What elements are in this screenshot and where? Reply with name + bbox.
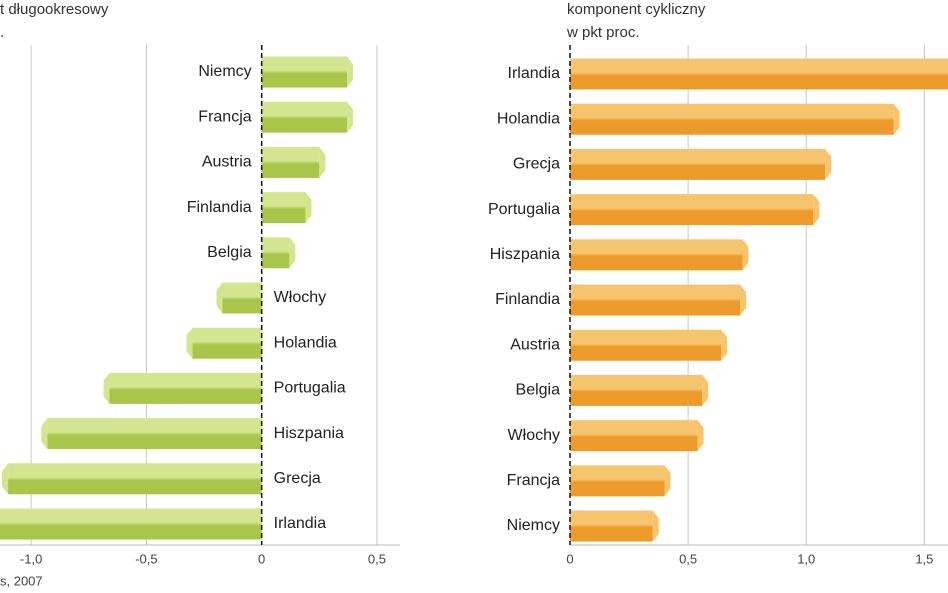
bar — [261, 101, 347, 133]
bar — [570, 510, 653, 542]
bar-tip — [697, 420, 704, 452]
x-tick-label: -0,5 — [135, 551, 157, 566]
bar-tip — [319, 146, 326, 178]
category-label: Włochy — [508, 427, 560, 444]
bar-tip — [289, 237, 296, 269]
bar — [570, 420, 698, 452]
bar-tip — [2, 463, 9, 495]
category-label: Włochy — [274, 289, 326, 306]
bar-tip — [702, 374, 709, 406]
category-label: Hiszpania — [490, 246, 560, 263]
bar-tip — [742, 239, 749, 271]
bar — [570, 329, 722, 361]
chart-title: . — [0, 24, 4, 41]
bar — [109, 372, 262, 404]
bar-tip — [346, 56, 353, 88]
category-label: Austria — [202, 154, 252, 171]
category-label: Belgia — [516, 382, 561, 399]
chart-title: t długookresowy — [0, 1, 109, 18]
bar — [570, 284, 741, 316]
category-label: Portugalia — [488, 201, 560, 218]
bar-tip — [216, 282, 223, 314]
bar — [261, 192, 306, 224]
x-tick-label: 0,5 — [368, 551, 386, 566]
bar-tip — [893, 103, 900, 135]
bar — [261, 146, 320, 178]
bar-tip — [664, 465, 671, 497]
bar — [47, 418, 262, 450]
bar-tip — [721, 329, 728, 361]
x-tick-label: 0 — [258, 551, 265, 566]
chart-title: w pkt proc. — [566, 24, 640, 41]
bar — [570, 148, 826, 180]
bar — [570, 239, 743, 271]
category-label: Irlandia — [508, 65, 561, 82]
bar — [222, 282, 262, 314]
bar-tip — [103, 372, 110, 404]
category-label: Niemcy — [507, 517, 560, 534]
category-label: Portugalia — [274, 380, 346, 397]
category-label: Grecja — [274, 470, 321, 487]
bar-tip — [305, 192, 312, 224]
bar — [570, 465, 665, 497]
source-note: s, 2007 — [0, 573, 43, 588]
bar — [570, 103, 894, 135]
x-tick-label: 0,5 — [679, 551, 697, 566]
bar — [261, 56, 347, 88]
bar-tip — [652, 510, 659, 542]
category-label: Irlandia — [274, 515, 327, 532]
bar-tip — [346, 101, 353, 133]
category-label: Francja — [507, 472, 560, 489]
bar-tip — [186, 327, 193, 359]
category-label: Finlandia — [495, 291, 560, 308]
x-tick-label: -1,0 — [20, 551, 42, 566]
bar — [570, 374, 703, 406]
bar — [570, 194, 814, 226]
bar — [0, 508, 262, 540]
x-tick-label: 0 — [566, 551, 573, 566]
bar-tip — [813, 194, 820, 226]
category-label: Holandia — [497, 110, 560, 127]
chart-title: komponent cykliczny — [567, 1, 706, 18]
bar-tip — [740, 284, 747, 316]
category-label: Finlandia — [187, 199, 252, 216]
x-tick-label: 1,5 — [915, 551, 933, 566]
category-label: Niemcy — [198, 63, 251, 80]
category-label: Belgia — [207, 244, 252, 261]
category-label: Francja — [198, 108, 251, 125]
category-label: Austria — [510, 336, 560, 353]
bar — [192, 327, 262, 359]
x-tick-label: 1,0 — [797, 551, 815, 566]
category-label: Grecja — [513, 156, 560, 173]
category-label: Hiszpania — [274, 425, 344, 442]
bar — [570, 58, 948, 90]
bars — [0, 56, 353, 540]
category-label: Holandia — [274, 334, 337, 351]
bar — [8, 463, 262, 495]
bar-tip — [41, 418, 48, 450]
bar — [261, 237, 290, 269]
bar-tip — [825, 148, 832, 180]
bars — [570, 58, 948, 542]
